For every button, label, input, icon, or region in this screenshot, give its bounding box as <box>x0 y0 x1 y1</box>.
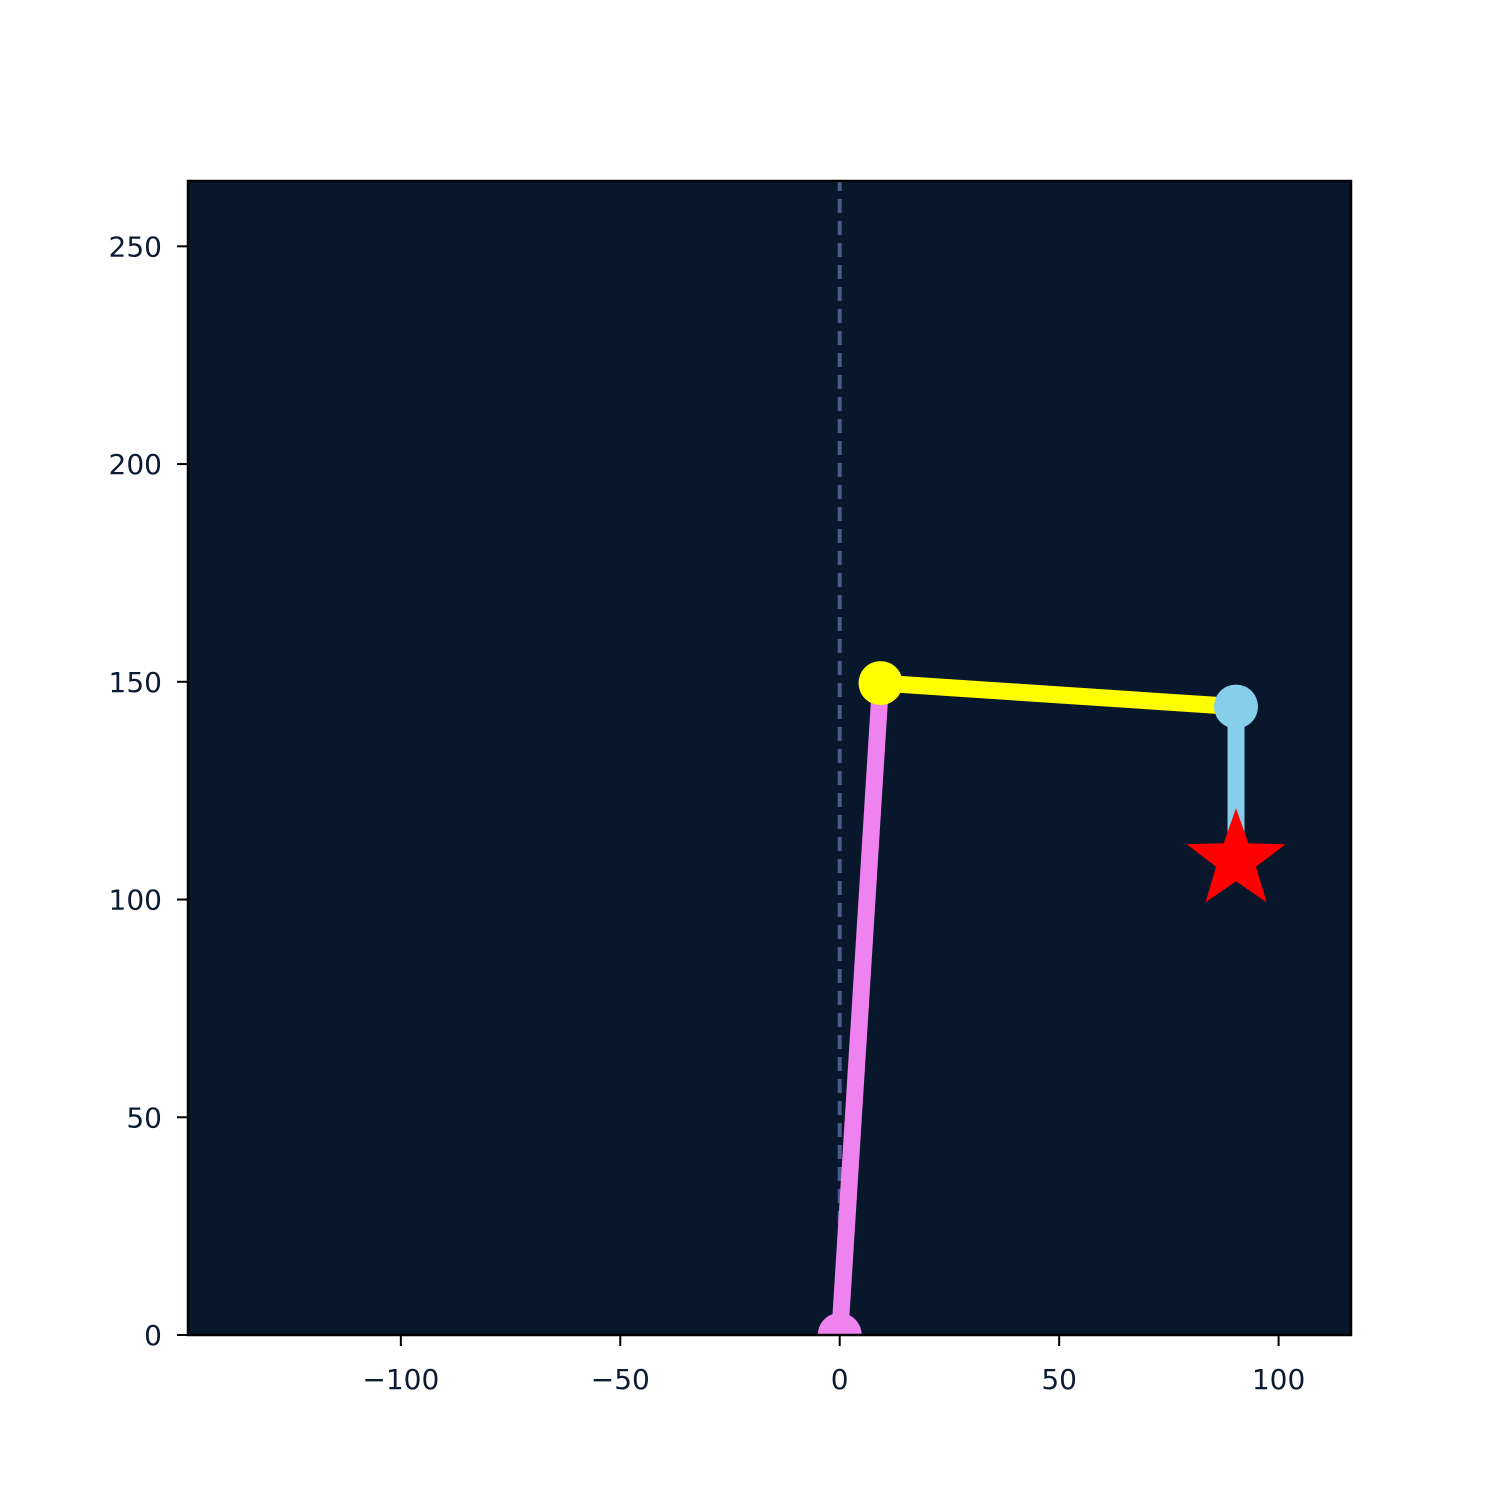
x-tick-label: 50 <box>1041 1363 1077 1396</box>
x-tick-label: −100 <box>362 1363 439 1396</box>
joint-marker-1 <box>817 1313 862 1335</box>
axes: −100 −50 0 50 100 0 50 100 150 200 250 <box>109 179 1353 1396</box>
y-tick-label: 200 <box>109 448 162 481</box>
x-tick-label: 100 <box>1252 1363 1305 1396</box>
target-star-marker <box>1186 808 1286 903</box>
joint-marker-3 <box>1214 684 1259 729</box>
y-tick-label: 250 <box>109 230 162 263</box>
x-tick-label: 0 <box>831 1363 849 1396</box>
y-tick-label: 50 <box>126 1101 162 1134</box>
joint-marker-2 <box>858 661 903 706</box>
arm-segment-1 <box>831 682 890 1335</box>
y-tick-label: 150 <box>109 666 162 699</box>
plot-content <box>817 181 1286 1335</box>
plot-area <box>188 181 1351 1335</box>
x-tick-label: −50 <box>591 1363 650 1396</box>
arm-segment-2 <box>879 674 1237 716</box>
y-tick-label: 100 <box>109 884 162 917</box>
plot-background <box>188 181 1351 1335</box>
y-tick-label: 0 <box>144 1319 162 1352</box>
plot-frame <box>186 179 1353 1337</box>
